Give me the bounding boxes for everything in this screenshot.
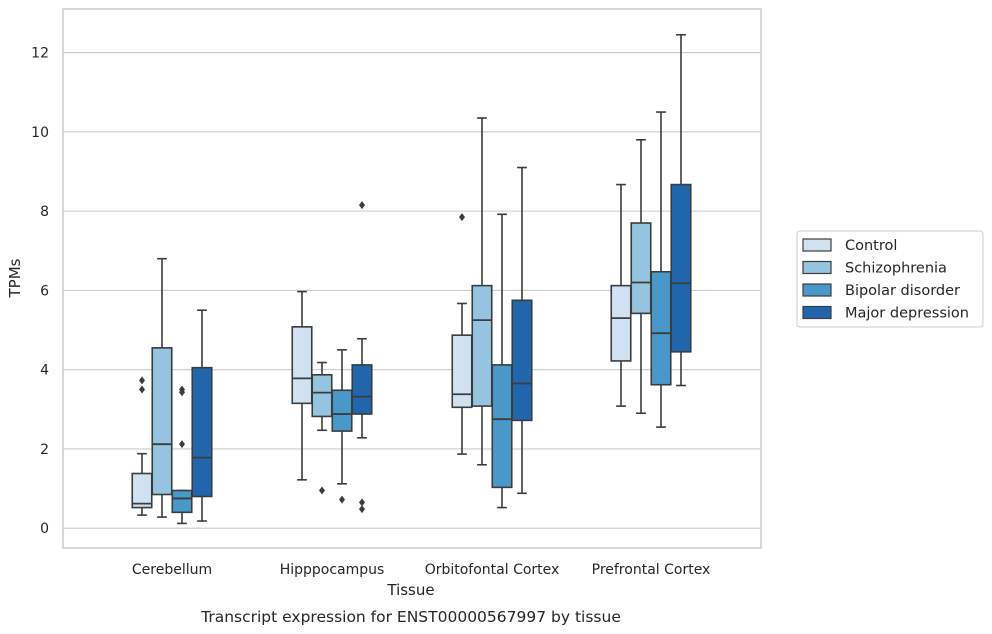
legend-frame [796,230,984,328]
box-iqr [291,326,313,405]
box-bipolar-disorder [650,111,672,428]
x-tick-label: Hipppocampus [280,562,385,578]
box-major-depression [351,201,373,514]
outlier-point [459,213,465,222]
box-iqr [670,183,692,353]
box-schizophrenia [311,361,333,495]
box-iqr [351,364,373,415]
box-iqr [191,366,213,498]
outlier-point [319,486,325,495]
box-iqr [491,364,513,489]
box-iqr [511,299,533,422]
box-control [131,376,153,516]
legend-swatch [802,238,832,252]
box-bipolar-disorder [491,213,513,509]
outlier-point [339,495,345,504]
chart-caption: Transcript expression for ENST0000056799… [200,608,621,626]
gridlines [63,52,761,529]
outlier-point [359,505,365,514]
x-axis-ticks: Cerebellum Hipppocampus Orbitofontal Corte… [132,562,710,578]
box-schizophrenia [630,138,652,415]
y-axis-label: TPMs [6,258,24,298]
box-control [451,213,473,455]
box-layer [131,33,692,525]
outlier-point [139,385,145,394]
box-iqr [610,284,632,362]
box-iqr [331,389,353,432]
box-major-depression [191,309,213,522]
box-major-depression [670,33,692,387]
y-tick-label: 6 [40,283,49,299]
y-tick-label: 12 [31,46,49,62]
legend-entry: Control [845,238,897,254]
box-control [610,183,632,407]
box-schizophrenia [471,117,493,466]
box-bipolar-disorder [171,385,193,525]
outlier-point [359,498,365,507]
box-iqr [471,284,493,407]
box-iqr [630,222,652,315]
box-schizophrenia [151,257,173,518]
y-axis-ticks: 0 2 4 6 8 10 12 [31,46,49,538]
x-tick-label: Prefrontal Cortex [592,562,711,578]
box-iqr [171,489,193,514]
box-control [291,290,313,481]
y-tick-label: 8 [40,204,49,220]
y-tick-label: 0 [40,521,49,537]
legend-entry: Major depression [845,306,969,322]
box-bipolar-disorder [331,349,353,504]
box-major-depression [511,166,533,495]
box-iqr [451,334,473,409]
box-iqr [131,472,153,509]
x-tick-label: Cerebellum [132,562,212,578]
y-tick-label: 4 [40,363,49,379]
legend-entry: Bipolar disorder [845,283,960,299]
legend-entry: Schizophrenia [845,261,947,277]
box-iqr [650,270,672,386]
box-iqr [151,347,173,496]
legend-swatch [802,305,832,320]
x-axis-label: Tissue [386,581,434,599]
legend: Control Schizophrenia Bipolar disorder Majo… [796,230,984,328]
outlier-point [179,385,185,394]
plot-border [62,8,762,549]
y-tick-label: 10 [31,125,49,141]
legend-swatch [802,283,832,297]
y-tick-label: 2 [40,442,49,458]
outlier-point [359,201,365,210]
box-iqr [311,374,333,418]
x-tick-label: Orbitofontal Cortex [425,562,560,578]
legend-swatch [802,260,832,275]
outlier-point [179,440,185,449]
plot-frame [62,8,762,549]
outlier-point [139,376,145,385]
